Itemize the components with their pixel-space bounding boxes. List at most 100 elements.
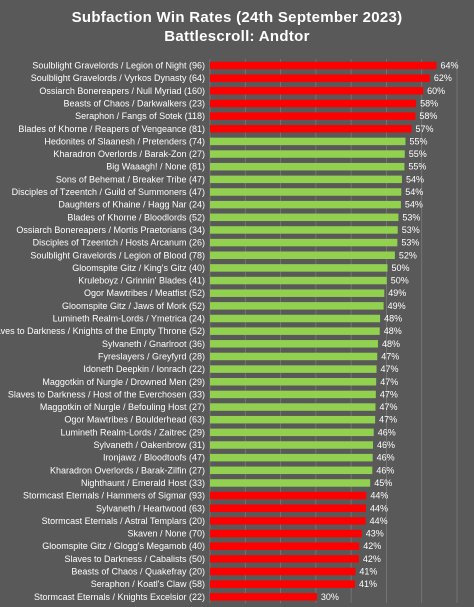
value-label: 50% <box>391 263 409 273</box>
value-label: 49% <box>388 301 406 311</box>
bar <box>210 555 359 563</box>
bar <box>210 491 367 500</box>
value-label: 48% <box>384 314 402 324</box>
category-label: Gloomspite Gitz / Jaws of Mork (52) <box>62 301 205 311</box>
bar <box>210 441 374 449</box>
bar <box>210 542 360 550</box>
value-label: 46% <box>377 440 395 450</box>
value-label: 50% <box>391 276 409 286</box>
category-label: Slaves to Darkness / Cabalists (50) <box>64 554 205 564</box>
category-label: Nighthaunt / Emerald Host (33) <box>81 478 205 488</box>
bar <box>210 453 373 462</box>
bar <box>210 479 371 487</box>
bar <box>210 125 412 133</box>
value-label: 49% <box>388 288 406 298</box>
value-label: 46% <box>376 465 394 475</box>
category-label: Ossiarch Bonereapers / Mortis Praetorian… <box>16 225 205 235</box>
bar <box>210 226 398 234</box>
value-label: 53% <box>402 212 420 222</box>
category-label: Seraphon / Koatl's Claw (58) <box>91 579 205 589</box>
category-label: Seraphon / Fangs of Sotek (118) <box>75 111 205 121</box>
category-label: Lumineth Realm-Lords / Zaitrec (29) <box>60 427 205 437</box>
category-label: Beasts of Chaos / Quakefray (20) <box>71 567 205 577</box>
category-label: Soulblight Gravelords / Vyrkos Dynasty (… <box>31 73 205 83</box>
category-label: Fyreslayers / Greyfyrd (28) <box>98 351 205 361</box>
value-label: 48% <box>384 326 402 336</box>
value-label: 47% <box>380 389 398 399</box>
value-label: 53% <box>401 238 419 248</box>
value-label: 42% <box>363 541 381 551</box>
value-label: 54% <box>405 200 423 210</box>
value-label: 54% <box>406 174 424 184</box>
category-label: Blades of Khorne / Reapers of Vengeance … <box>18 124 205 134</box>
category-label: Gloomspite Gitz / King's Gitz (40) <box>72 263 205 273</box>
bar <box>210 504 366 512</box>
bar <box>210 162 405 171</box>
bar <box>210 175 402 184</box>
bar <box>210 137 406 146</box>
bar <box>210 87 424 95</box>
value-label: 55% <box>409 136 427 146</box>
value-label: 58% <box>420 98 438 108</box>
value-label: 44% <box>370 516 388 526</box>
category-label: Stormcast Eternals / Hammers of Sigmar (… <box>23 491 205 501</box>
bar <box>210 150 405 158</box>
bar <box>210 365 377 373</box>
category-label: Slaves to Darkness / Knights of the Empt… <box>0 326 205 336</box>
value-label: 41% <box>359 579 377 589</box>
bar <box>210 188 402 196</box>
chart-subtitle: Battlescroll: Andtor <box>164 28 310 45</box>
bar <box>210 352 378 361</box>
category-label: Stormcast Eternals / Astral Templars (20… <box>42 516 205 526</box>
category-label: Kharadron Overlords / Barak-Zilfin (27) <box>50 465 205 475</box>
category-label: Stormcast Eternals / Knights Excelsior (… <box>34 592 205 602</box>
category-label: Disciples of Tzeentch / Guild of Summone… <box>12 187 205 197</box>
category-label: Ironjawz / Bloodtoofs (47) <box>103 453 205 463</box>
value-label: 30% <box>321 592 339 602</box>
value-label: 46% <box>378 427 396 437</box>
bar <box>210 593 317 601</box>
bar <box>210 276 387 285</box>
bar <box>210 238 398 247</box>
category-label: Soulblight Gravelords / Legion of Blood … <box>30 250 205 260</box>
category-label: Beasts of Chaos / Darkwalkers (23) <box>63 98 205 108</box>
value-label: 54% <box>405 187 423 197</box>
bar <box>210 302 384 310</box>
bar <box>210 213 399 222</box>
category-label: Soulblight Gravelords / Legion of Night … <box>32 61 205 71</box>
value-label: 47% <box>381 351 399 361</box>
bar <box>210 61 437 70</box>
value-label: 64% <box>441 61 459 71</box>
value-label: 41% <box>359 567 377 577</box>
bar <box>210 466 373 475</box>
bar <box>210 251 395 259</box>
value-label: 42% <box>363 554 381 564</box>
bar <box>210 112 416 120</box>
category-label: Skaven / None (70) <box>127 529 205 539</box>
category-label: Blades of Khorne / Bloodlords (52) <box>67 212 205 222</box>
value-label: 47% <box>380 377 398 387</box>
value-label: 53% <box>402 225 420 235</box>
value-label: 57% <box>415 124 433 134</box>
bar <box>210 403 376 411</box>
category-label: Kharadron Overlords / Barak-Zon (27) <box>53 149 205 159</box>
value-label: 58% <box>419 111 437 121</box>
bar <box>210 428 374 437</box>
value-label: 43% <box>366 529 384 539</box>
category-label: Idoneth Deepkin / Ionrach (22) <box>83 364 205 374</box>
value-label: 55% <box>408 162 426 172</box>
category-label: Ogor Mawtribes / Boulderhead (63) <box>64 415 205 425</box>
bar <box>210 74 430 82</box>
bar <box>210 390 376 399</box>
category-label: Ossiarch Bonereapers / Null Myriad (160) <box>39 86 205 96</box>
category-label: Sons of Behemat / Breaker Tribe (47) <box>56 174 205 184</box>
category-label: Big Waaagh! / None (81) <box>106 162 205 172</box>
value-label: 44% <box>370 491 388 501</box>
bar <box>210 378 377 386</box>
bar <box>210 289 385 297</box>
bar <box>210 529 362 538</box>
value-label: 55% <box>409 149 427 159</box>
chart-title: Subfaction Win Rates (24th September 202… <box>71 9 403 26</box>
